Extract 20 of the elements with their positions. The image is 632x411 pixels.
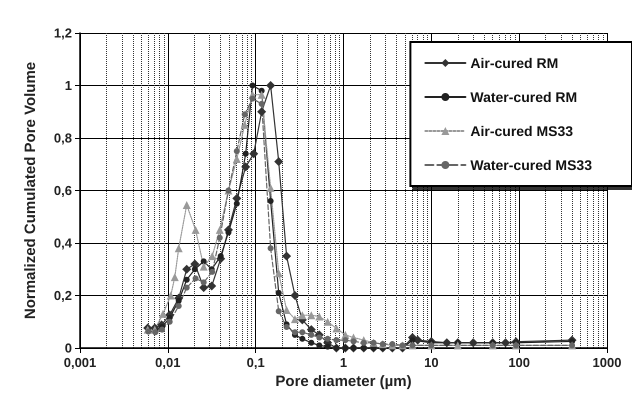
- legend-label: Air-cured MS33: [470, 123, 574, 139]
- y-tick-label: 0: [64, 340, 72, 356]
- y-tick-label: 1,2: [54, 26, 72, 40]
- y-tick-label: 0,8: [54, 130, 72, 146]
- x-tick-label: 1000: [592, 355, 622, 370]
- x-axis-title: Pore diameter (µm): [275, 373, 412, 390]
- y-axis-title: Normalized Cumulated Pore Volume: [22, 62, 39, 320]
- y-tick-label: 0,6: [54, 183, 72, 198]
- y-tick-label: 0,4: [54, 236, 73, 250]
- legend-label: Air-cured RM: [470, 55, 558, 71]
- legend-label: Water-cured RM: [470, 89, 578, 105]
- x-tick-label: 0,01: [155, 355, 180, 370]
- y-tick-label: 1: [64, 78, 72, 93]
- x-tick-label: 0,001: [64, 355, 96, 370]
- x-tick-label: 100: [508, 355, 530, 370]
- y-tick-label: 0,2: [54, 288, 72, 303]
- legend-label: Water-cured MS33: [470, 157, 592, 173]
- x-tick-label: 0,1: [246, 355, 265, 370]
- x-tick-label: 1: [340, 355, 348, 370]
- x-tick-label: 10: [424, 355, 439, 370]
